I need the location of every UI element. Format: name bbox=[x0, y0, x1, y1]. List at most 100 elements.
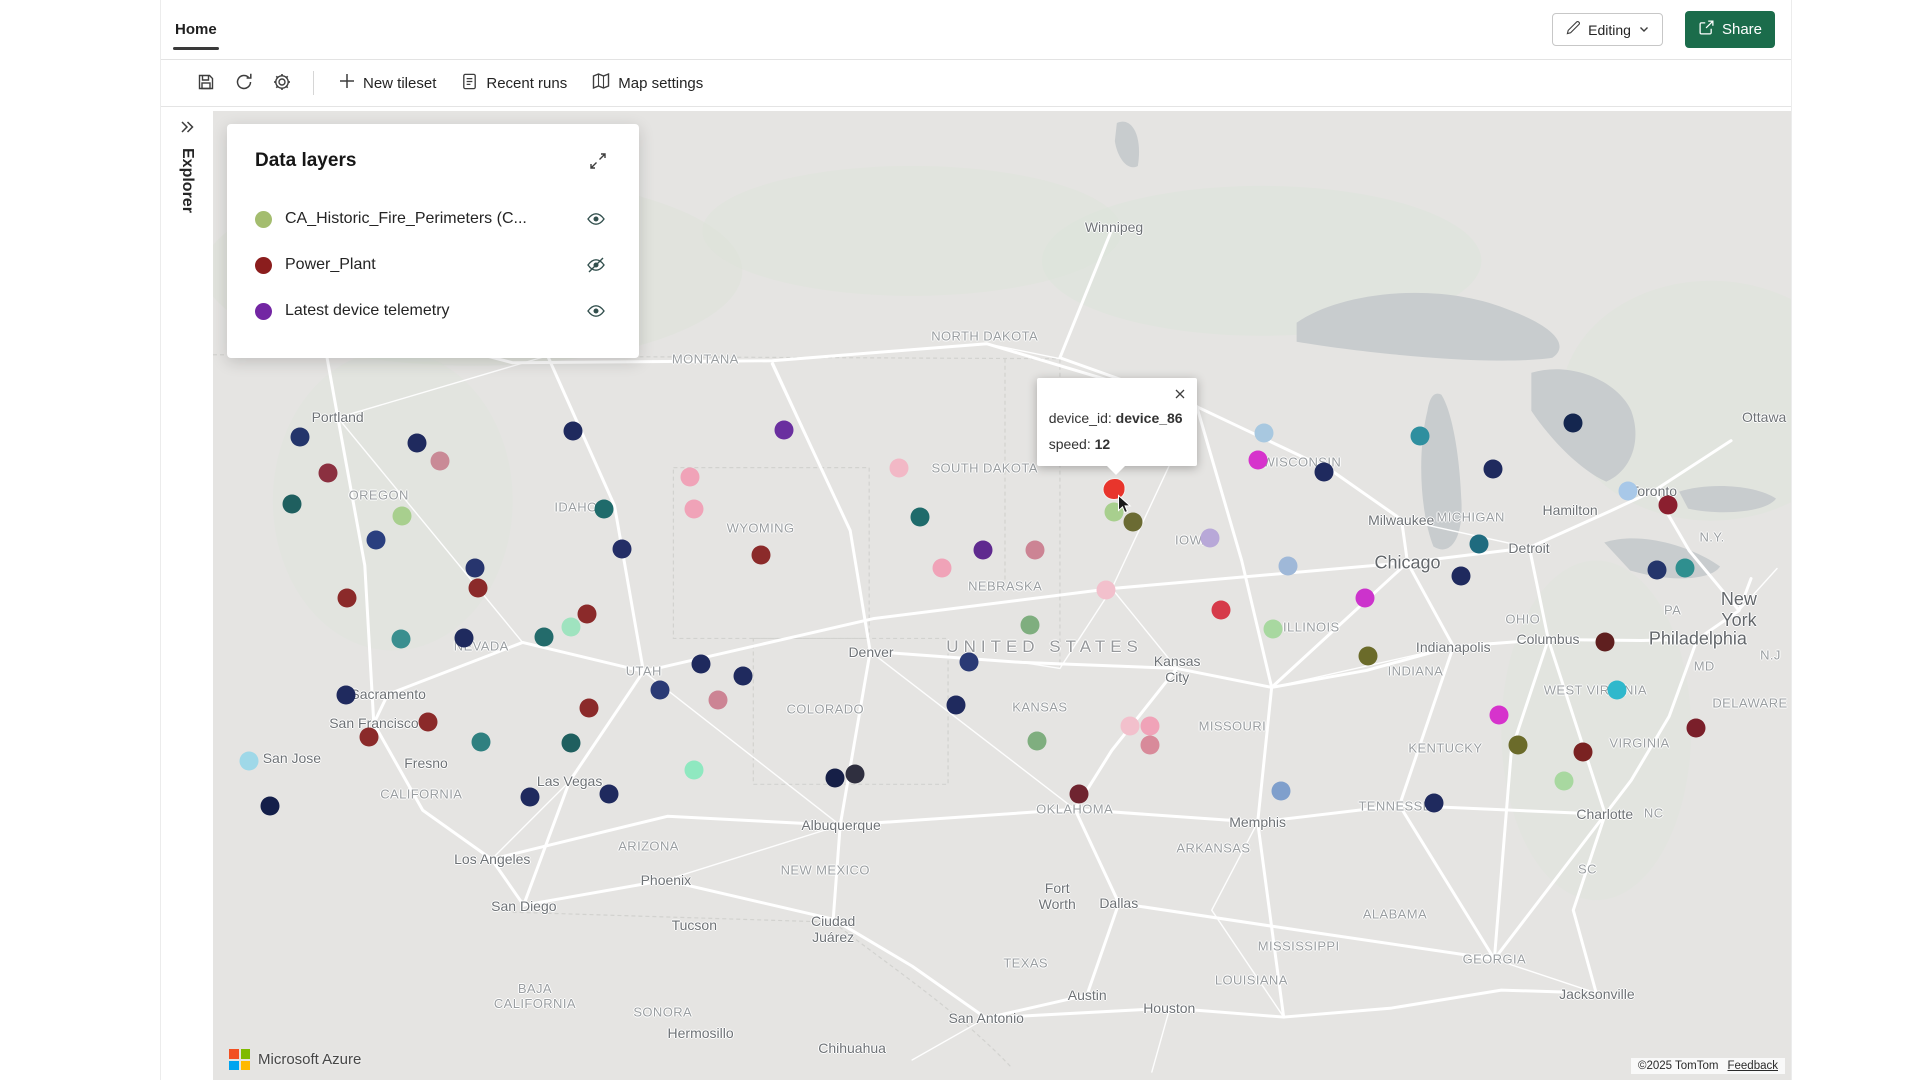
device-point[interactable] bbox=[1096, 580, 1116, 600]
settings-button[interactable] bbox=[265, 66, 299, 100]
device-point[interactable] bbox=[1254, 423, 1274, 443]
device-point[interactable] bbox=[563, 421, 583, 441]
feedback-link[interactable]: Feedback bbox=[1727, 1060, 1778, 1072]
device-point[interactable] bbox=[825, 768, 845, 788]
device-point[interactable] bbox=[1573, 742, 1593, 762]
device-point[interactable] bbox=[1140, 716, 1160, 736]
toggle-visibility-button[interactable] bbox=[581, 296, 611, 326]
device-point[interactable] bbox=[418, 712, 438, 732]
device-point[interactable] bbox=[366, 530, 386, 550]
device-point[interactable] bbox=[973, 540, 993, 560]
device-point[interactable] bbox=[1424, 793, 1444, 813]
toggle-visibility-button[interactable] bbox=[581, 250, 611, 280]
device-point[interactable] bbox=[889, 458, 909, 478]
device-point[interactable] bbox=[1451, 566, 1471, 586]
collapse-panel-button[interactable] bbox=[585, 148, 611, 174]
device-point[interactable] bbox=[1358, 646, 1378, 666]
device-point[interactable] bbox=[1483, 459, 1503, 479]
device-point[interactable] bbox=[1410, 426, 1430, 446]
device-point[interactable] bbox=[946, 695, 966, 715]
device-point[interactable] bbox=[534, 627, 554, 647]
device-point[interactable] bbox=[680, 467, 700, 487]
device-point[interactable] bbox=[454, 628, 474, 648]
device-point[interactable] bbox=[1069, 784, 1089, 804]
toggle-visibility-button[interactable] bbox=[581, 204, 611, 234]
device-point[interactable] bbox=[407, 433, 427, 453]
device-point[interactable] bbox=[1123, 512, 1143, 532]
device-point[interactable] bbox=[774, 420, 794, 440]
device-point[interactable] bbox=[391, 629, 411, 649]
device-point[interactable] bbox=[1263, 619, 1283, 639]
device-point[interactable] bbox=[1140, 735, 1160, 755]
device-point[interactable] bbox=[1554, 771, 1574, 791]
share-button[interactable]: Share bbox=[1684, 11, 1775, 48]
device-point[interactable] bbox=[1027, 731, 1047, 751]
device-point[interactable] bbox=[959, 652, 979, 672]
tab-home[interactable]: Home bbox=[169, 0, 223, 59]
popup-close-button[interactable] bbox=[1172, 386, 1188, 402]
device-point[interactable] bbox=[684, 760, 704, 780]
device-point[interactable] bbox=[1675, 558, 1695, 578]
device-point[interactable] bbox=[1489, 705, 1509, 725]
device-point[interactable] bbox=[1618, 481, 1638, 501]
layer-row-device-telemetry[interactable]: Latest device telemetry bbox=[255, 288, 611, 334]
device-point[interactable] bbox=[239, 751, 259, 771]
device-point[interactable] bbox=[1647, 560, 1667, 580]
device-point[interactable] bbox=[932, 558, 952, 578]
device-point[interactable] bbox=[1248, 450, 1268, 470]
device-point[interactable] bbox=[1120, 716, 1140, 736]
map-canvas[interactable]: Winnipeg NORTH DAKOTA MONTANA SOUTH DAKOTA W… bbox=[213, 111, 1791, 1080]
device-point[interactable] bbox=[1355, 588, 1375, 608]
device-point[interactable] bbox=[733, 666, 753, 686]
device-point[interactable] bbox=[599, 784, 619, 804]
expand-explorer-button[interactable] bbox=[179, 119, 195, 140]
device-point[interactable] bbox=[520, 787, 540, 807]
device-point[interactable] bbox=[1211, 600, 1231, 620]
device-point[interactable] bbox=[1563, 413, 1583, 433]
device-point[interactable] bbox=[579, 698, 599, 718]
device-point[interactable] bbox=[290, 427, 310, 447]
device-point[interactable] bbox=[336, 685, 356, 705]
device-point[interactable] bbox=[465, 558, 485, 578]
editing-dropdown[interactable]: Editing bbox=[1552, 13, 1663, 46]
refresh-button[interactable] bbox=[227, 66, 261, 100]
device-point[interactable] bbox=[471, 732, 491, 752]
device-point[interactable] bbox=[1278, 556, 1298, 576]
recent-runs-button[interactable]: Recent runs bbox=[450, 66, 577, 100]
device-point[interactable] bbox=[1025, 540, 1045, 560]
device-point[interactable] bbox=[561, 617, 581, 637]
device-point[interactable] bbox=[359, 727, 379, 747]
device-point[interactable] bbox=[1271, 781, 1291, 801]
device-point[interactable] bbox=[612, 539, 632, 559]
save-button[interactable] bbox=[189, 66, 223, 100]
layer-row-power-plant[interactable]: Power_Plant bbox=[255, 242, 611, 288]
device-point[interactable] bbox=[751, 545, 771, 565]
device-point[interactable] bbox=[845, 764, 865, 784]
device-point[interactable] bbox=[650, 680, 670, 700]
device-point[interactable] bbox=[1020, 615, 1040, 635]
layer-row-fire-perimeters[interactable]: CA_Historic_Fire_Perimeters (C... bbox=[255, 196, 611, 242]
new-tileset-button[interactable]: New tileset bbox=[328, 66, 446, 100]
device-point[interactable] bbox=[684, 499, 704, 519]
device-point[interactable] bbox=[392, 506, 412, 526]
device-point[interactable] bbox=[1686, 718, 1706, 738]
device-point[interactable] bbox=[1607, 680, 1627, 700]
device-point[interactable] bbox=[1200, 528, 1220, 548]
device-point[interactable] bbox=[910, 507, 930, 527]
device-point[interactable] bbox=[337, 588, 357, 608]
device-point[interactable] bbox=[260, 796, 280, 816]
device-point[interactable] bbox=[594, 499, 614, 519]
map-settings-button[interactable]: Map settings bbox=[581, 66, 713, 100]
device-point[interactable] bbox=[318, 463, 338, 483]
device-point[interactable] bbox=[1508, 735, 1528, 755]
device-point[interactable] bbox=[468, 578, 488, 598]
device-point[interactable] bbox=[1314, 462, 1334, 482]
device-point[interactable] bbox=[1658, 495, 1678, 515]
device-point[interactable] bbox=[430, 451, 450, 471]
device-point[interactable] bbox=[561, 733, 581, 753]
selected-device-marker[interactable] bbox=[1103, 478, 1125, 499]
device-point[interactable] bbox=[1469, 534, 1489, 554]
device-point[interactable] bbox=[691, 654, 711, 674]
device-point[interactable] bbox=[1595, 632, 1615, 652]
device-point[interactable] bbox=[708, 690, 728, 710]
